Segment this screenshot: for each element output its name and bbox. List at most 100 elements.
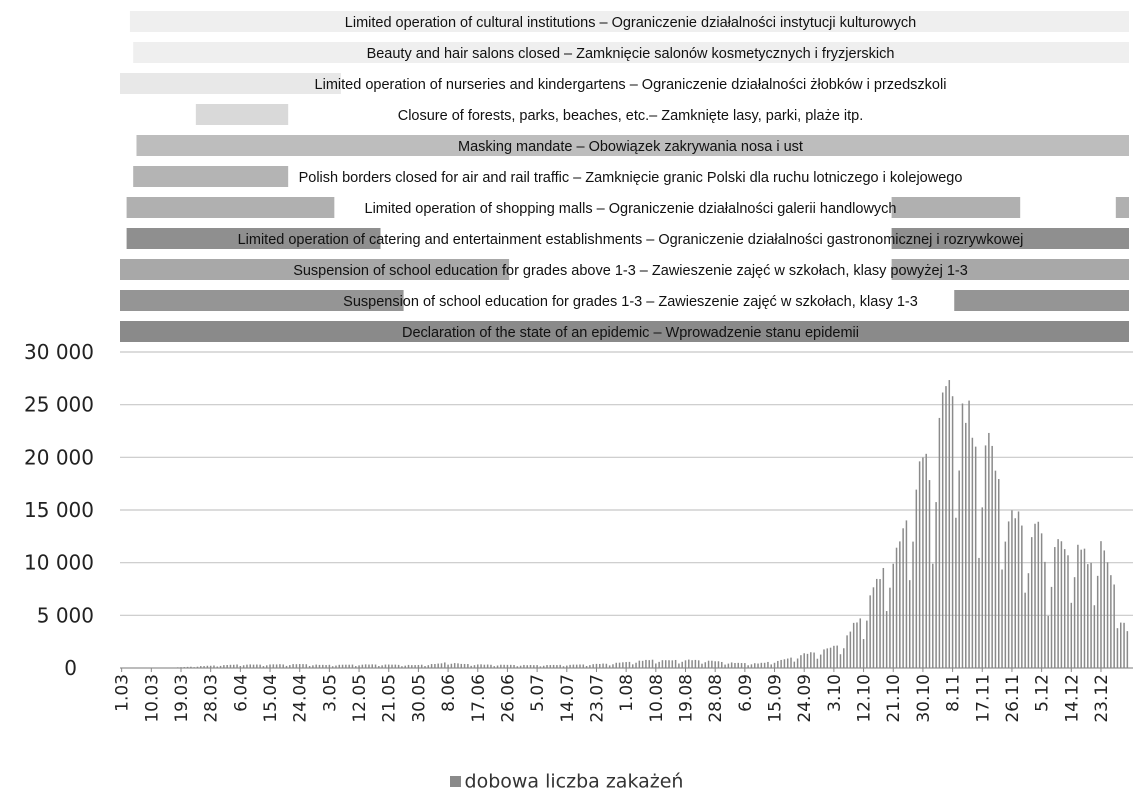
- restriction-label: Suspension of school education for grade…: [293, 263, 968, 279]
- daily-bar: [711, 661, 713, 668]
- daily-bar: [794, 662, 796, 668]
- daily-bar: [352, 665, 354, 668]
- daily-bar: [612, 664, 614, 668]
- daily-bar: [919, 461, 921, 668]
- daily-bar: [1024, 593, 1026, 668]
- daily-bar: [952, 396, 954, 668]
- daily-bar: [279, 664, 281, 668]
- daily-bar: [800, 655, 802, 668]
- daily-bar: [731, 662, 733, 668]
- daily-bar: [375, 665, 377, 668]
- daily-bar: [583, 664, 585, 668]
- daily-bar: [1080, 550, 1082, 668]
- y-tick-label: 5 000: [37, 603, 94, 627]
- restriction-bar: [120, 73, 341, 94]
- daily-bar: [942, 393, 944, 668]
- x-tick-label: 17.11: [973, 674, 993, 723]
- daily-bar: [705, 662, 707, 668]
- daily-bar: [889, 588, 891, 668]
- daily-bar: [365, 664, 367, 668]
- daily-bar: [1001, 570, 1003, 668]
- daily-bar: [457, 663, 459, 668]
- daily-bar: [718, 661, 720, 668]
- restriction-label: Limited operation of nurseries and kinde…: [315, 77, 947, 93]
- daily-bar: [259, 665, 261, 668]
- daily-bar: [437, 664, 439, 668]
- daily-bar: [1021, 526, 1023, 668]
- daily-bar: [691, 660, 693, 668]
- restriction-bar: [133, 166, 288, 187]
- daily-bar: [1067, 555, 1069, 668]
- x-tick-label: 23.12: [1092, 674, 1112, 723]
- daily-bar: [998, 479, 1000, 668]
- daily-bar: [1110, 575, 1112, 668]
- daily-bar: [751, 664, 753, 668]
- daily-bar: [982, 507, 984, 668]
- x-tick-label: 12.05: [350, 674, 370, 723]
- daily-bar: [1084, 549, 1086, 668]
- x-tick-label: 30.05: [409, 674, 429, 723]
- daily-bar: [695, 660, 697, 668]
- daily-bar: [830, 648, 832, 668]
- daily-bar: [1034, 524, 1036, 668]
- daily-bar: [296, 664, 298, 668]
- daily-bar: [1077, 545, 1079, 668]
- daily-bar: [622, 662, 624, 668]
- daily-bar: [315, 665, 317, 668]
- daily-bar: [817, 659, 819, 668]
- daily-bar: [273, 664, 275, 668]
- x-tick-label: 21.05: [380, 674, 400, 723]
- daily-bar: [1011, 510, 1013, 668]
- x-tick-label: 26.11: [1003, 674, 1023, 723]
- daily-bar: [606, 664, 608, 668]
- y-tick-label: 0: [64, 656, 77, 680]
- daily-bar: [853, 623, 855, 668]
- daily-bar: [797, 659, 799, 668]
- daily-bar: [741, 663, 743, 668]
- daily-bar: [836, 646, 838, 668]
- daily-bar: [372, 664, 374, 668]
- daily-bar: [988, 433, 990, 668]
- restriction-bar: [196, 104, 288, 125]
- daily-bar: [1028, 573, 1030, 668]
- x-tick-label: 30.10: [914, 674, 934, 723]
- x-tick-label: 28.08: [706, 674, 726, 723]
- daily-bar: [685, 660, 687, 668]
- daily-bar: [573, 665, 575, 668]
- daily-bar: [1054, 547, 1056, 668]
- restriction-bar: [1116, 197, 1129, 218]
- daily-bar: [1117, 628, 1119, 668]
- daily-bar: [1018, 511, 1020, 668]
- daily-bar: [728, 664, 730, 668]
- x-tick-label: 10.08: [647, 674, 667, 723]
- x-tick-label: 3.10: [825, 674, 845, 712]
- daily-bar: [978, 558, 980, 668]
- daily-bar: [929, 480, 931, 668]
- restriction-label: Masking mandate – Obowiązek zakrywania n…: [458, 139, 803, 155]
- legend-swatch: [450, 776, 461, 787]
- daily-bar: [866, 621, 868, 668]
- daily-bar: [807, 654, 809, 668]
- daily-bar: [761, 663, 763, 668]
- daily-bar: [306, 664, 308, 668]
- daily-bar: [635, 663, 637, 668]
- restriction-label: Declaration of the state of an epidemic …: [402, 325, 859, 341]
- daily-bar: [810, 652, 812, 668]
- x-tick-label: 1.03: [113, 674, 133, 712]
- daily-bar: [1074, 577, 1076, 668]
- daily-bar: [764, 663, 766, 668]
- daily-bar: [658, 662, 660, 668]
- x-tick-label: 15.09: [766, 674, 786, 723]
- daily-bar: [672, 660, 674, 668]
- y-tick-label: 10 000: [24, 551, 94, 575]
- daily-bar: [985, 445, 987, 668]
- restriction-label: Suspension of school education for grade…: [343, 294, 918, 310]
- daily-bar: [599, 664, 601, 668]
- daily-bar: [1038, 522, 1040, 668]
- daily-bar: [246, 665, 248, 668]
- daily-bar: [1061, 541, 1063, 668]
- restriction-label: Limited operation of catering and entert…: [238, 232, 1024, 248]
- x-tick-label: 14.07: [558, 674, 578, 723]
- restrictions-timeline: Limited operation of cultural institutio…: [120, 11, 1129, 342]
